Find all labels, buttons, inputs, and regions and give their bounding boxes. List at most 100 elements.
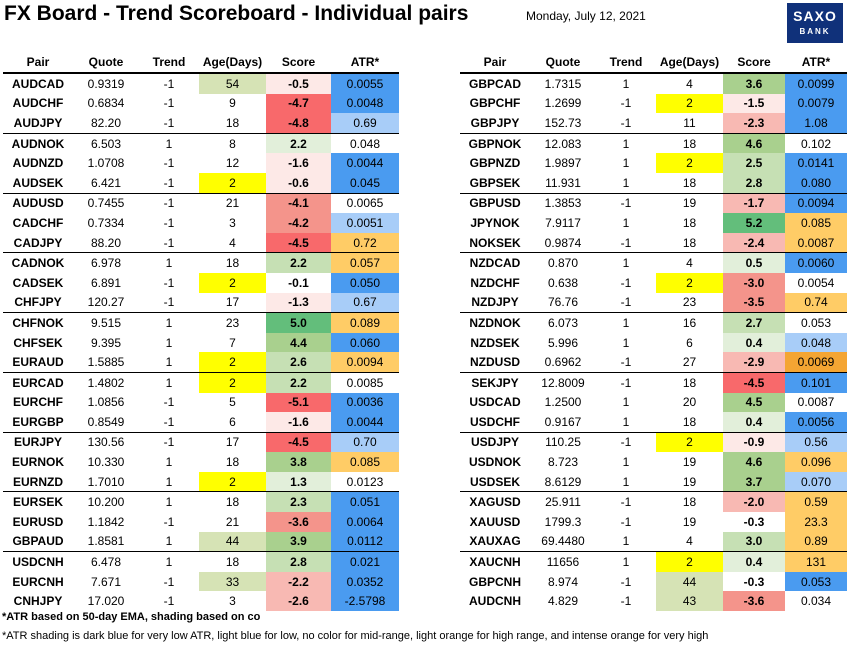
age-days-cell: 18 bbox=[199, 551, 266, 572]
score-cell: 0.4 bbox=[723, 332, 785, 353]
header-trend: Trend bbox=[139, 51, 199, 74]
pair-cell: CADCHF bbox=[12, 215, 64, 230]
atr-cell: 0.72 bbox=[331, 232, 399, 253]
atr-cell: 0.050 bbox=[331, 272, 399, 293]
pair-cell: USDJPY bbox=[460, 431, 530, 453]
quote-cell: 11656 bbox=[530, 551, 596, 572]
table-row: AUDJPY 82.20 -1 18 -4.8 0.69 bbox=[3, 113, 399, 134]
age-days-cell: 2 bbox=[656, 272, 723, 293]
age-days-cell: 18 bbox=[656, 132, 723, 154]
score-cell: 2.8 bbox=[266, 551, 331, 572]
table-row: GBPCNH 8.974 -1 44 -0.3 0.053 bbox=[460, 571, 847, 592]
atr-cell: 0.0056 bbox=[785, 412, 847, 433]
quote-cell: 10.330 bbox=[87, 455, 125, 470]
trend-cell: -1 bbox=[620, 96, 632, 111]
pair-cell: NZDCHF bbox=[470, 275, 520, 290]
atr-cell: 0.0094 bbox=[331, 352, 399, 373]
header-age: Age(Days) bbox=[199, 51, 266, 74]
trend-cell: -1 bbox=[620, 275, 632, 290]
pair-cell: EURNZD bbox=[13, 474, 63, 489]
pair-cell: CADJPY bbox=[13, 235, 63, 250]
score-cell: -1.5 bbox=[723, 93, 785, 114]
age-days-cell: 4 bbox=[656, 252, 723, 273]
score-cell: 4.5 bbox=[723, 392, 785, 413]
quote-cell: 82.20 bbox=[90, 115, 122, 130]
score-cell: -2.6 bbox=[266, 591, 331, 612]
atr-cell: 0.101 bbox=[785, 371, 847, 393]
atr-cell: 0.0064 bbox=[331, 512, 399, 532]
age-days-cell: 19 bbox=[682, 514, 697, 529]
footnote-atr-shading: *ATR shading is dark blue for very low A… bbox=[2, 630, 709, 642]
score-cell: 0.4 bbox=[723, 551, 785, 572]
quote-cell: 1.0856 bbox=[87, 395, 125, 410]
score-cell: 2.7 bbox=[723, 312, 785, 333]
quote-cell: 9.395 bbox=[90, 335, 122, 350]
age-days-cell: 2 bbox=[199, 471, 266, 492]
table-row: GBPCAD 1.7315 1 4 3.6 0.0099 bbox=[460, 73, 847, 94]
quote-cell: 1.5885 bbox=[87, 355, 125, 370]
age-days-cell: 2 bbox=[199, 272, 266, 293]
pair-cell: AUDCNH bbox=[469, 594, 521, 609]
atr-cell: 0.0054 bbox=[797, 275, 835, 290]
pair-cell: NZDNOK bbox=[460, 312, 530, 333]
trend-cell: 1 bbox=[139, 491, 199, 513]
report-date: Monday, July 12, 2021 bbox=[526, 9, 646, 23]
score-cell: -0.6 bbox=[266, 172, 331, 194]
pair-cell: CNHJPY bbox=[13, 594, 63, 609]
trend-cell: -1 bbox=[596, 491, 656, 513]
table-row: AUDCAD 0.9319 -1 54 -0.5 0.0055 bbox=[3, 73, 399, 94]
age-days-cell: 6 bbox=[686, 335, 693, 350]
trend-cell: 1 bbox=[622, 215, 630, 230]
quote-cell: 1.8581 bbox=[87, 534, 125, 549]
age-days-cell: 17 bbox=[225, 295, 240, 310]
table-row: EURCAD 1.4802 1 2 2.2 0.0085 bbox=[3, 371, 399, 393]
table-row: USDCNH 6.478 1 18 2.8 0.021 bbox=[3, 551, 399, 572]
quote-cell: 1.7315 bbox=[544, 76, 582, 91]
pair-cell: AUDSEK bbox=[12, 175, 64, 190]
pair-cell: EURSEK bbox=[3, 491, 73, 513]
age-days-cell: 18 bbox=[656, 371, 723, 393]
score-cell: -0.5 bbox=[266, 73, 331, 94]
table-row: EURJPY 130.56 -1 17 -4.5 0.70 bbox=[3, 431, 399, 453]
pair-cell: EURJPY bbox=[3, 431, 73, 453]
header-atr: ATR* bbox=[331, 51, 399, 74]
trend-cell: 1 bbox=[622, 76, 630, 91]
table-row: CADCHF 0.7334 -1 3 -4.2 0.0051 bbox=[3, 213, 399, 233]
trend-cell: -1 bbox=[163, 156, 175, 171]
pair-cell: GBPJPY bbox=[470, 115, 520, 130]
age-days-cell: 18 bbox=[682, 235, 697, 250]
atr-cell: 0.0065 bbox=[331, 192, 399, 214]
age-days-cell: 23 bbox=[199, 312, 266, 333]
header-pair: Pair bbox=[460, 51, 530, 74]
trend-cell: 1 bbox=[622, 335, 630, 350]
pair-cell: GBPNOK bbox=[460, 132, 530, 154]
table-row: USDSEK 8.6129 1 19 3.7 0.070 bbox=[460, 471, 847, 492]
atr-cell: 0.0036 bbox=[331, 392, 399, 413]
atr-cell: 0.59 bbox=[785, 491, 847, 513]
table-row: GBPSEK 11.931 1 18 2.8 0.080 bbox=[460, 172, 847, 194]
table-row: CHFNOK 9.515 1 23 5.0 0.089 bbox=[3, 312, 399, 333]
atr-cell: 0.102 bbox=[785, 132, 847, 154]
age-days-cell: 5 bbox=[229, 395, 236, 410]
score-cell: 2.8 bbox=[723, 172, 785, 194]
score-cell: 3.6 bbox=[723, 73, 785, 94]
quote-cell: 1799.3 bbox=[544, 514, 582, 529]
age-days-cell: 44 bbox=[199, 531, 266, 552]
trend-cell: -1 bbox=[163, 395, 175, 410]
quote-cell: 152.73 bbox=[544, 115, 582, 130]
quote-cell: 0.7334 bbox=[87, 215, 125, 230]
quote-cell: 12.083 bbox=[530, 132, 596, 154]
score-cell: -0.3 bbox=[743, 574, 765, 589]
atr-cell: 0.080 bbox=[785, 172, 847, 194]
age-days-cell: 4 bbox=[686, 76, 693, 91]
trend-cell: 1 bbox=[622, 414, 630, 429]
quote-cell: 6.421 bbox=[90, 175, 122, 190]
score-cell: 3.7 bbox=[723, 471, 785, 492]
atr-cell: 23.3 bbox=[785, 512, 847, 532]
trend-cell: 1 bbox=[596, 132, 656, 154]
table-row: USDJPY 110.25 -1 2 -0.9 0.56 bbox=[460, 431, 847, 453]
trend-cell: -1 bbox=[620, 574, 632, 589]
table-row: XAUXAG 69.4480 1 4 3.0 0.89 bbox=[460, 531, 847, 552]
table-row: GBPJPY 152.73 -1 11 -2.3 1.08 bbox=[460, 113, 847, 134]
pair-cell: NZDJPY bbox=[471, 295, 519, 310]
